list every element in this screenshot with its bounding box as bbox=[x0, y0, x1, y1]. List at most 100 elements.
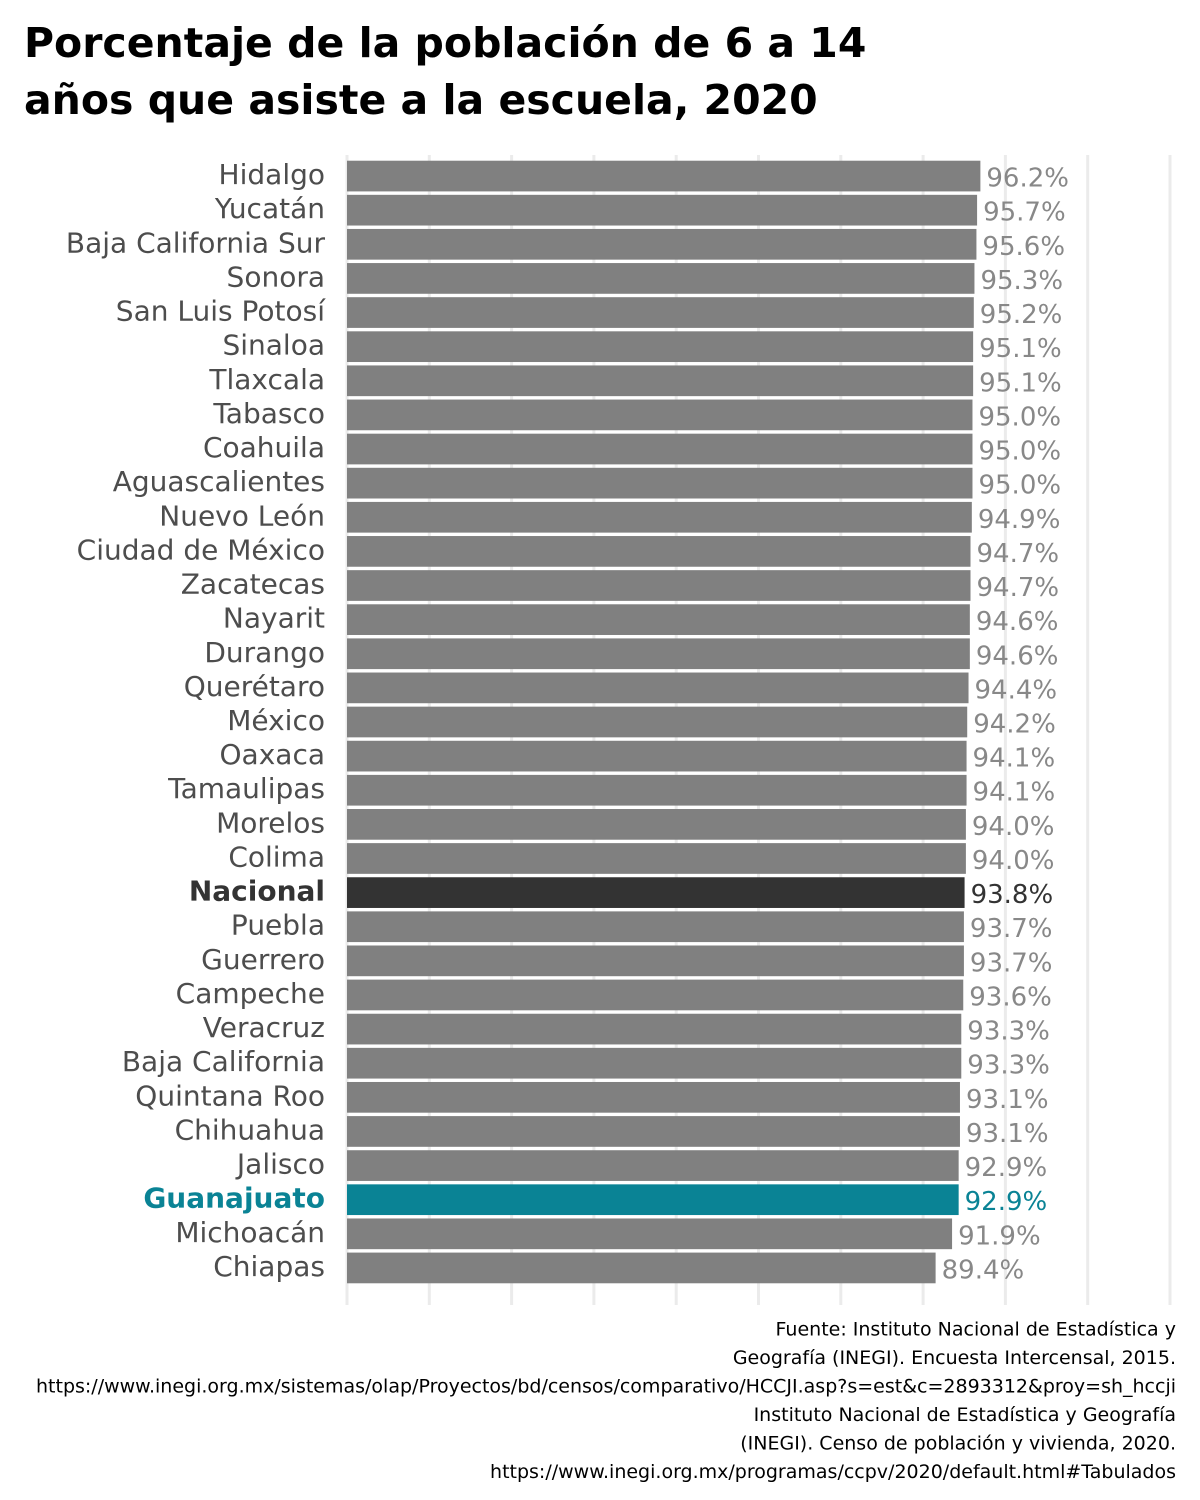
bar bbox=[347, 911, 964, 943]
category-label: Veracruz bbox=[203, 1011, 325, 1044]
caption: (INEGI). Censo de población y vivienda, … bbox=[740, 1433, 1176, 1455]
bar bbox=[347, 297, 974, 328]
bar bbox=[347, 945, 964, 977]
bar bbox=[347, 263, 975, 294]
bar bbox=[347, 1116, 960, 1147]
value-label: 94.7% bbox=[977, 573, 1060, 603]
bar bbox=[347, 160, 981, 192]
value-label: 94.6% bbox=[976, 607, 1059, 637]
bar bbox=[347, 228, 977, 260]
category-label: Tabasco bbox=[212, 397, 325, 430]
value-label: 94.1% bbox=[973, 778, 1056, 808]
bar bbox=[347, 1218, 953, 1250]
category-label: Coahuila bbox=[203, 431, 325, 464]
value-label: 92.9% bbox=[965, 1153, 1048, 1183]
category-label: Jalisco bbox=[235, 1148, 325, 1181]
category-label: México bbox=[227, 704, 325, 737]
category-label: San Luis Potosí bbox=[116, 295, 326, 328]
value-label: 92.9% bbox=[965, 1187, 1048, 1217]
bar bbox=[347, 467, 973, 499]
value-label: 94.1% bbox=[973, 744, 1056, 774]
category-label: Campeche bbox=[176, 977, 325, 1010]
category-label: Morelos bbox=[216, 806, 325, 839]
bar bbox=[347, 672, 969, 704]
value-label: 94.0% bbox=[972, 812, 1055, 842]
category-label: Guanajuato bbox=[143, 1182, 325, 1215]
bar bbox=[347, 843, 966, 874]
value-label: 95.3% bbox=[980, 266, 1063, 296]
bar bbox=[347, 399, 973, 431]
category-label: Michoacán bbox=[175, 1216, 325, 1249]
value-label: 89.4% bbox=[942, 1255, 1025, 1285]
category-label: Zacatecas bbox=[181, 568, 325, 601]
bar bbox=[347, 331, 974, 363]
bar bbox=[347, 570, 971, 601]
category-label: Nayarit bbox=[223, 602, 325, 635]
bar bbox=[347, 1047, 962, 1079]
category-label: Oaxaca bbox=[220, 738, 325, 771]
category-label: Sinaloa bbox=[222, 329, 325, 362]
value-label: 95.7% bbox=[983, 198, 1066, 228]
category-label: Hidalgo bbox=[219, 158, 325, 191]
value-label: 95.1% bbox=[979, 334, 1062, 364]
caption: Geografía (INEGI). Encuesta Intercensal,… bbox=[733, 1347, 1176, 1369]
caption: Fuente: Instituto Nacional de Estadístic… bbox=[776, 1319, 1176, 1341]
bar bbox=[347, 740, 967, 772]
category-label: Tamaulipas bbox=[167, 772, 325, 805]
category-label: Baja California bbox=[122, 1045, 325, 1078]
caption: Instituto Nacional de Estadística y Geog… bbox=[754, 1404, 1176, 1426]
bar bbox=[347, 604, 970, 635]
value-label: 94.7% bbox=[977, 539, 1060, 569]
bar bbox=[347, 501, 972, 533]
category-label: Baja California Sur bbox=[66, 226, 326, 259]
value-label: 95.6% bbox=[982, 232, 1065, 262]
value-label: 94.4% bbox=[975, 675, 1058, 705]
bar bbox=[347, 877, 965, 908]
value-label: 93.7% bbox=[970, 948, 1053, 978]
category-label: Chiapas bbox=[213, 1250, 325, 1283]
value-label: 95.0% bbox=[978, 471, 1061, 501]
bar bbox=[347, 1150, 959, 1181]
bar bbox=[347, 365, 974, 397]
chart-title: años que asiste a la escuela, 2020 bbox=[24, 76, 818, 124]
category-label: Tlaxcala bbox=[208, 363, 325, 396]
value-label: 93.6% bbox=[969, 982, 1052, 1012]
bar bbox=[347, 809, 966, 840]
category-label: Durango bbox=[204, 636, 325, 669]
bar bbox=[347, 706, 968, 738]
bar bbox=[347, 536, 971, 567]
bar bbox=[347, 774, 967, 806]
category-label: Puebla bbox=[231, 909, 325, 942]
value-label: 94.6% bbox=[976, 641, 1059, 671]
bar bbox=[347, 1013, 962, 1045]
value-label: 95.0% bbox=[978, 437, 1061, 467]
value-label: 94.2% bbox=[973, 710, 1056, 740]
category-label: Sonora bbox=[227, 260, 325, 293]
category-label: Chihuahua bbox=[175, 1113, 325, 1146]
category-label: Yucatán bbox=[214, 192, 325, 225]
value-label: 93.7% bbox=[970, 914, 1053, 944]
bar bbox=[347, 638, 970, 670]
category-label: Guerrero bbox=[201, 943, 325, 976]
caption: https://www.inegi.org.mx/sistemas/olap/P… bbox=[36, 1376, 1176, 1398]
category-label: Querétaro bbox=[184, 670, 325, 703]
value-label: 93.1% bbox=[966, 1119, 1049, 1149]
bar bbox=[347, 1252, 936, 1284]
value-label: 95.2% bbox=[980, 300, 1063, 330]
category-label: Quintana Roo bbox=[135, 1079, 325, 1112]
caption: https://www.inegi.org.mx/programas/ccpv/… bbox=[490, 1461, 1176, 1483]
value-label: 95.1% bbox=[979, 368, 1062, 398]
value-label: 91.9% bbox=[958, 1221, 1041, 1251]
category-label: Nacional bbox=[189, 875, 325, 908]
bar bbox=[347, 1184, 959, 1216]
bar bbox=[347, 979, 964, 1011]
value-label: 95.0% bbox=[978, 402, 1061, 432]
value-label: 94.9% bbox=[978, 505, 1061, 535]
category-label: Colima bbox=[228, 840, 325, 873]
category-label: Nuevo León bbox=[159, 499, 325, 532]
value-label: 93.1% bbox=[966, 1085, 1049, 1115]
bar bbox=[347, 1081, 960, 1113]
value-label: 94.0% bbox=[972, 846, 1055, 876]
value-label: 96.2% bbox=[986, 164, 1069, 194]
